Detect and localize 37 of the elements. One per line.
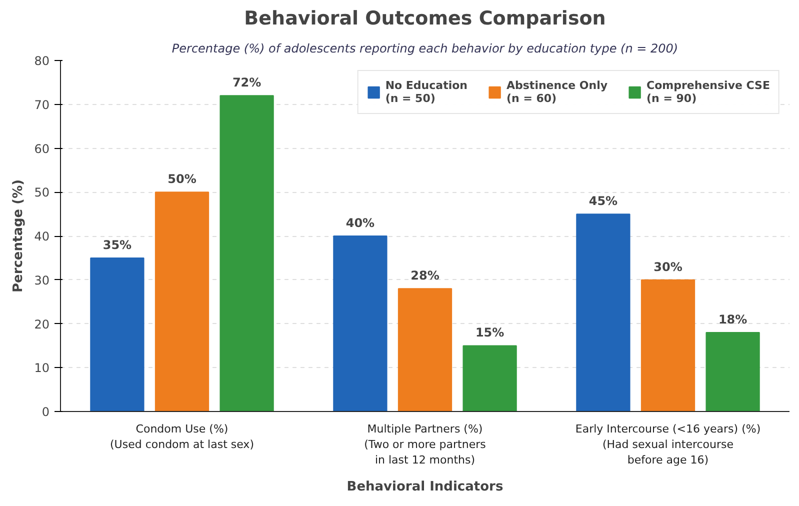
chart-subtitle: Percentage (%) of adolescents reporting each behavior by education type (n = 200) bbox=[172, 42, 678, 56]
bar bbox=[154, 192, 210, 412]
legend-label: Abstinence Only (n = 60) bbox=[506, 79, 608, 105]
data-label: 15% bbox=[475, 326, 504, 340]
y-tick-label: 0 bbox=[42, 405, 50, 419]
data-label: 30% bbox=[654, 260, 682, 274]
legend-label: Comprehensive CSE (n = 90) bbox=[646, 79, 770, 105]
bar bbox=[333, 236, 388, 412]
bar bbox=[398, 288, 452, 412]
y-tick-label: 60 bbox=[34, 142, 50, 156]
chart-title: Behavioral Outcomes Comparison bbox=[244, 8, 606, 30]
data-label: 50% bbox=[168, 172, 196, 186]
bar bbox=[576, 214, 630, 412]
bar bbox=[640, 279, 696, 412]
data-label: 40% bbox=[346, 216, 375, 230]
legend-label: No Education (n = 50) bbox=[385, 79, 468, 105]
bar bbox=[90, 257, 144, 412]
y-tick-label: 50 bbox=[34, 186, 50, 200]
y-tick-label: 70 bbox=[34, 98, 50, 112]
bar bbox=[706, 332, 760, 412]
data-label: 72% bbox=[232, 76, 262, 90]
data-label: 18% bbox=[718, 312, 748, 327]
data-label: 45% bbox=[588, 194, 618, 208]
y-tick-label: 30 bbox=[34, 273, 50, 288]
x-axis-title: Behavioral Indicators bbox=[346, 480, 504, 495]
x-tick-label: Multiple Partners (%) (Two or more partners in last 12 months) bbox=[364, 422, 486, 467]
x-tick-label: Condom Use (%) (Used condom at last sex) bbox=[110, 422, 254, 452]
y-tick-label: 80 bbox=[34, 54, 50, 68]
x-tick-label: Early Intercourse (<16 years) (%) (Had sexual intercourse before age 16) bbox=[575, 422, 761, 467]
y-tick-label: 20 bbox=[34, 317, 50, 332]
bar bbox=[220, 95, 274, 412]
y-tick-label: 40 bbox=[34, 230, 50, 244]
data-label: 35% bbox=[102, 238, 132, 252]
y-tick-label: 10 bbox=[34, 361, 50, 376]
data-label: 28% bbox=[410, 268, 440, 283]
y-axis-title: Percentage (%) bbox=[11, 179, 26, 293]
bar bbox=[462, 345, 517, 412]
